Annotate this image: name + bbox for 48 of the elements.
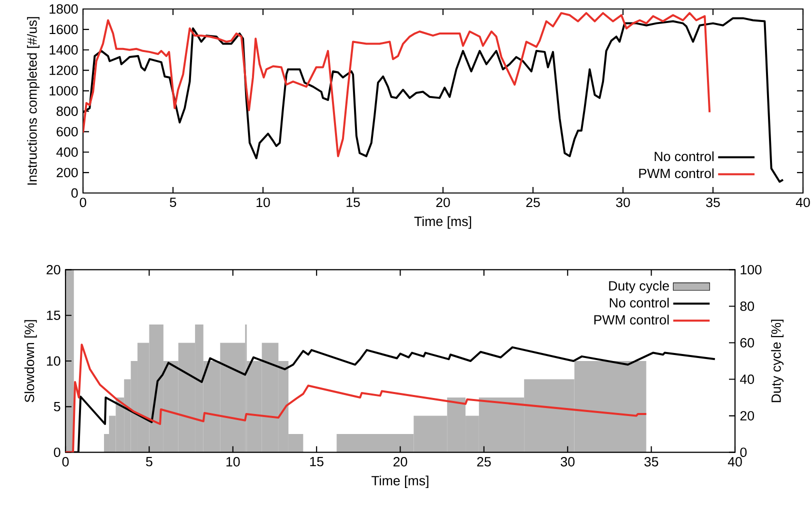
- y-tick-label: 1000: [50, 86, 78, 96]
- legend-label: Duty cycle: [609, 280, 669, 294]
- y-tick-label: 5: [54, 402, 60, 412]
- y-tick-label: 1200: [50, 66, 78, 76]
- x-tick-label: 15: [310, 457, 324, 466]
- x-tick-label: 25: [477, 457, 491, 466]
- y2-tick-label: 40: [740, 374, 754, 384]
- x-tick-label: 0: [80, 198, 86, 208]
- x-axis-title: Time [ms]: [414, 216, 472, 229]
- x-tick-label: 15: [346, 198, 360, 208]
- legend-label: No control: [610, 298, 669, 308]
- y-tick-label: 400: [56, 147, 78, 157]
- y2-tick-label: 20: [740, 411, 754, 420]
- legend-label: PWM control: [594, 314, 669, 325]
- x-axis-title: Time [ms]: [372, 476, 428, 488]
- legend-label: No control: [654, 151, 714, 162]
- y-tick-label: 1400: [50, 45, 78, 55]
- y-tick-label: 10: [46, 356, 60, 366]
- y-tick-label: 20: [46, 264, 60, 274]
- y-tick-label: 15: [46, 310, 60, 320]
- x-tick-label: 20: [436, 198, 450, 208]
- y2-tick-label: 0: [740, 448, 747, 458]
- legend-label: PWM control: [639, 168, 714, 178]
- x-tick-label: 10: [226, 457, 240, 466]
- x-tick-label: 40: [796, 198, 810, 208]
- y-tick-label: 1600: [50, 24, 78, 34]
- x-tick-label: 35: [644, 457, 658, 466]
- y-tick-label: 200: [56, 168, 78, 178]
- y-tick-label: 800: [56, 106, 78, 116]
- y2-tick-label: 60: [740, 338, 754, 348]
- y2-tick-label: 80: [740, 302, 754, 311]
- y-axis-title: Slowdown [%]: [24, 320, 37, 402]
- y-tick-label: 0: [71, 188, 78, 198]
- x-tick-label: 35: [706, 198, 720, 208]
- y-tick-label: 600: [56, 126, 78, 136]
- y-tick-label: 0: [54, 448, 60, 458]
- y-axis-title: Instructions completed [#/us]: [27, 17, 40, 185]
- x-tick-label: 30: [560, 457, 575, 466]
- x-tick-label: 30: [616, 198, 630, 208]
- x-tick-label: 10: [256, 198, 270, 208]
- x-tick-label: 5: [170, 198, 176, 208]
- x-tick-label: 40: [728, 457, 742, 466]
- x-tick-label: 20: [394, 457, 408, 466]
- y2-tick-label: 100: [740, 264, 762, 274]
- y2-axis-title: Duty cycle [%]: [771, 320, 784, 402]
- x-tick-label: 5: [146, 457, 152, 466]
- y-tick-label: 1800: [50, 4, 78, 14]
- x-tick-label: 25: [526, 198, 540, 208]
